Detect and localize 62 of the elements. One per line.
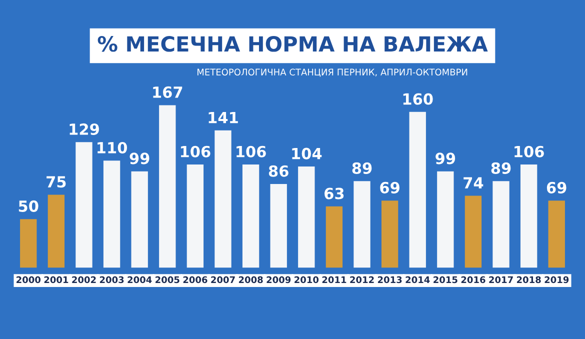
x-tick-label: 2009 [266, 276, 291, 284]
x-tick-label: 2001 [44, 276, 68, 284]
data-label: 99 [130, 152, 150, 164]
chart-subtitle: МЕТЕОРОЛОГИЧНА СТАНЦИЯ ПЕРНИК, АПРИЛ-ОКТОМВРИ [197, 68, 468, 77]
x-tick-label: 2002 [72, 276, 96, 284]
bar [131, 171, 148, 268]
x-tick-label: 2013 [378, 276, 402, 284]
data-label: 167 [153, 86, 182, 98]
x-tick-label: 2000 [16, 276, 41, 284]
bar [270, 184, 287, 268]
bar [520, 164, 538, 268]
bar [103, 160, 120, 268]
data-label: 129 [70, 123, 99, 135]
x-tick-label: 2018 [516, 276, 541, 284]
data-label: 99 [436, 152, 456, 164]
x-tick-label: 2008 [238, 276, 263, 284]
data-label: 89 [491, 162, 511, 174]
data-label: 89 [352, 162, 372, 174]
x-tick-label: 2006 [183, 276, 208, 284]
bar [354, 181, 370, 268]
bar [186, 164, 204, 268]
data-label: 160 [403, 93, 433, 105]
x-tick-label: 2011 [322, 276, 346, 284]
x-tick-label: 2015 [434, 276, 458, 284]
data-label: 104 [292, 148, 322, 160]
data-label: 50 [18, 200, 38, 212]
data-label: 63 [324, 188, 344, 200]
x-tick-label: 2017 [489, 276, 513, 284]
bar [159, 105, 176, 268]
data-label: 69 [380, 182, 400, 194]
chart-title: % МЕСЕЧНА НОРМА НА ВАЛЕЖА [98, 36, 488, 52]
bar [298, 166, 315, 268]
x-tick-label: 2003 [100, 276, 124, 284]
bar [464, 196, 482, 268]
x-tick-label: 2016 [461, 276, 486, 284]
bar [48, 194, 65, 268]
x-tick-label: 2007 [211, 276, 235, 284]
data-label: 74 [464, 177, 484, 188]
bar [548, 200, 565, 268]
data-label: 86 [268, 165, 288, 177]
data-label: 141 [208, 112, 238, 124]
bar [214, 130, 232, 268]
bar [20, 219, 37, 268]
data-label: 106 [236, 146, 266, 158]
bar [326, 206, 343, 268]
bar [409, 112, 426, 268]
x-tick-label: 2012 [350, 276, 374, 284]
bar [492, 181, 510, 268]
data-label: 106 [514, 146, 544, 158]
data-label: 106 [180, 146, 210, 158]
bar [242, 164, 260, 268]
x-tick-label: 2005 [156, 276, 180, 284]
x-tick-label: 2019 [544, 276, 569, 284]
x-tick-label: 2014 [406, 276, 430, 284]
bar [437, 171, 454, 268]
bar [381, 200, 398, 268]
data-label: 69 [546, 182, 566, 194]
bar [76, 142, 92, 268]
x-tick-label: 2004 [128, 276, 152, 284]
data-label: 110 [98, 142, 127, 154]
data-label: 75 [46, 176, 66, 188]
x-tick-label: 2010 [294, 276, 319, 284]
